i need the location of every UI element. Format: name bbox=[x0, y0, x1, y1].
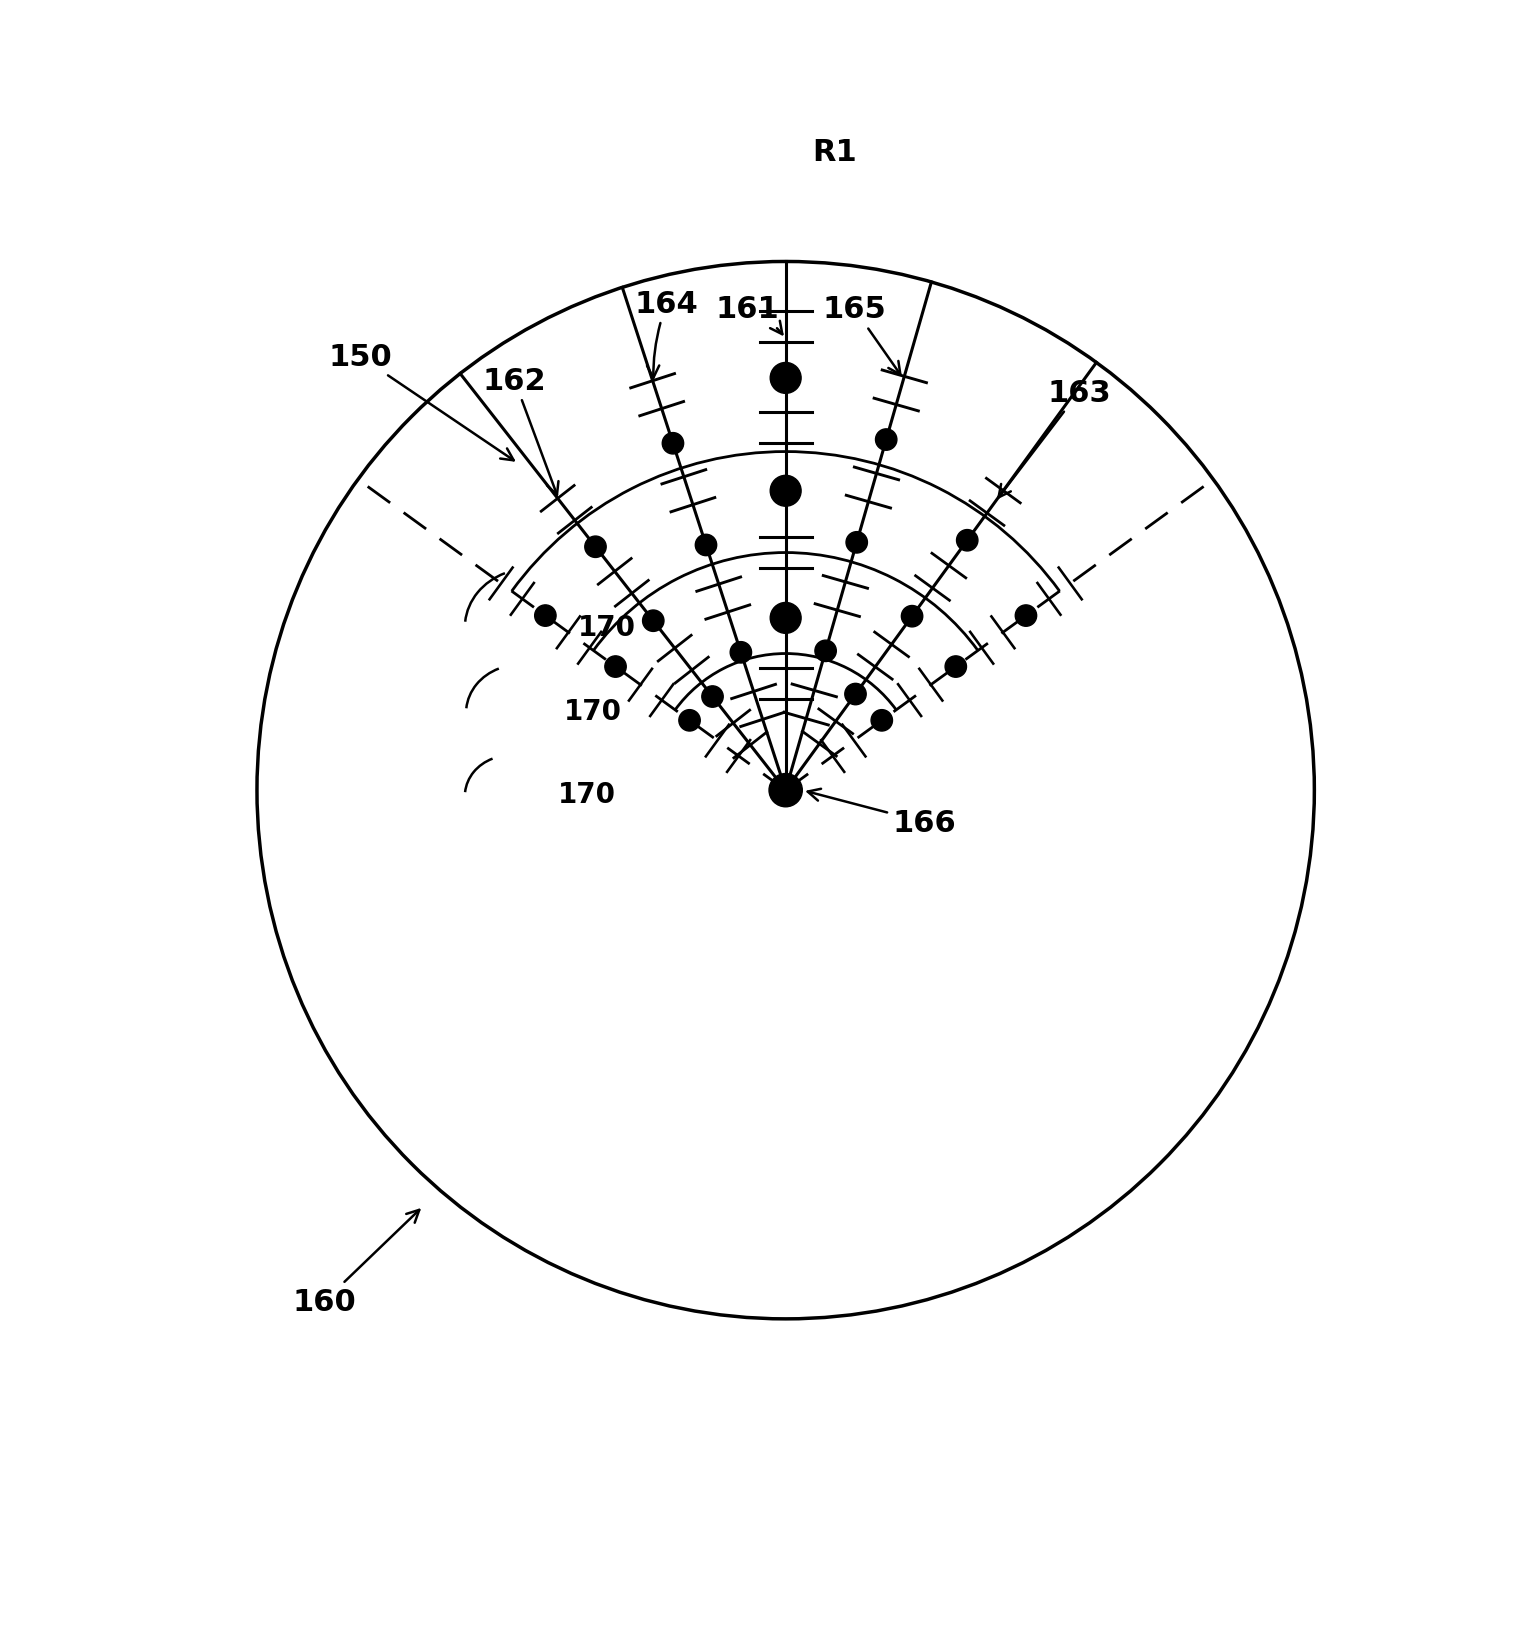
Text: 150: 150 bbox=[328, 343, 514, 461]
Circle shape bbox=[1015, 605, 1036, 626]
Circle shape bbox=[584, 537, 606, 559]
Circle shape bbox=[679, 710, 701, 732]
Circle shape bbox=[770, 775, 802, 808]
Circle shape bbox=[871, 710, 892, 732]
Text: 160: 160 bbox=[293, 1210, 420, 1315]
Text: 165: 165 bbox=[823, 295, 900, 376]
Circle shape bbox=[845, 684, 866, 705]
Text: 163: 163 bbox=[998, 379, 1111, 498]
Circle shape bbox=[846, 532, 868, 554]
Text: 161: 161 bbox=[716, 295, 782, 335]
Circle shape bbox=[730, 643, 751, 664]
Text: R1: R1 bbox=[812, 138, 857, 168]
Text: 170: 170 bbox=[558, 780, 616, 808]
Circle shape bbox=[606, 656, 625, 677]
Text: 162: 162 bbox=[483, 366, 558, 496]
Text: 164: 164 bbox=[635, 290, 699, 379]
Text: 170: 170 bbox=[578, 615, 636, 643]
Circle shape bbox=[875, 430, 897, 452]
Circle shape bbox=[662, 433, 684, 455]
Circle shape bbox=[642, 611, 664, 633]
Circle shape bbox=[770, 363, 802, 394]
Circle shape bbox=[946, 656, 966, 677]
Text: 170: 170 bbox=[564, 697, 621, 725]
Circle shape bbox=[901, 606, 923, 628]
Circle shape bbox=[696, 536, 717, 557]
Circle shape bbox=[770, 603, 802, 634]
Text: 166: 166 bbox=[808, 789, 957, 837]
Circle shape bbox=[702, 687, 724, 707]
Circle shape bbox=[957, 531, 978, 552]
Circle shape bbox=[535, 605, 556, 626]
Circle shape bbox=[770, 476, 802, 508]
Circle shape bbox=[816, 641, 837, 662]
